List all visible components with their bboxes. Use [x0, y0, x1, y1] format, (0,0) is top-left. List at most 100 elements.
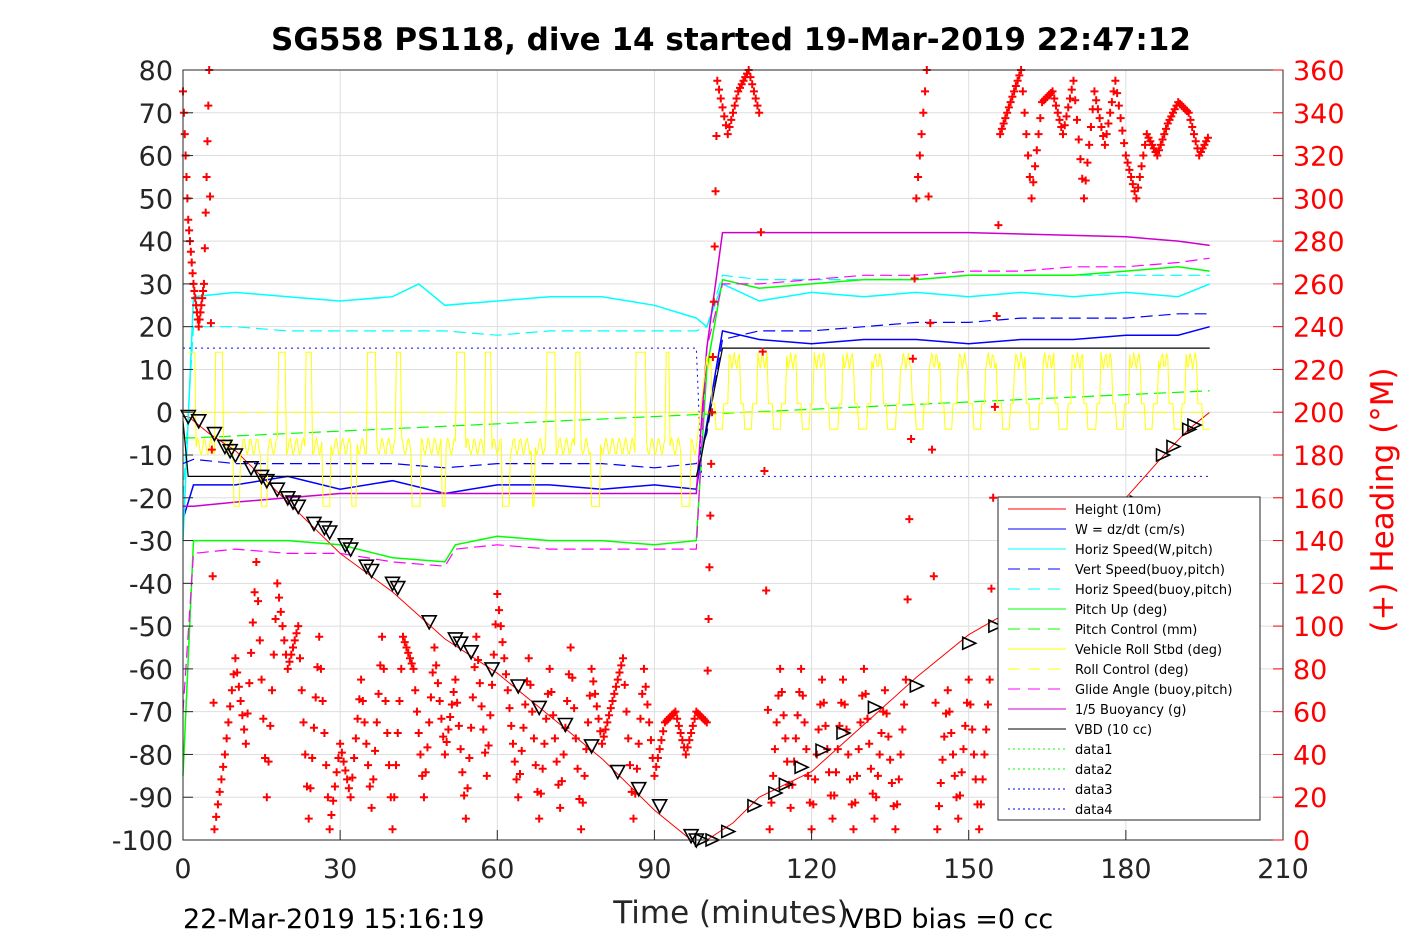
heading-marker: [1001, 114, 1010, 123]
heading-marker: [374, 689, 383, 698]
heading-marker: [264, 757, 273, 766]
heading-marker: [486, 711, 495, 720]
heading-marker: [912, 194, 921, 203]
heading-marker: [360, 718, 369, 727]
heading-marker: [185, 226, 194, 235]
heading-marker: [791, 734, 800, 743]
heading-marker: [220, 750, 229, 759]
heading-marker: [793, 711, 802, 720]
y2-tick-label: 280: [1293, 227, 1345, 258]
heading-marker: [594, 714, 603, 723]
vbd-marker: [258, 473, 276, 490]
series-w: [182, 325, 1210, 520]
vbd-marker: [384, 576, 401, 593]
heading-marker: [180, 130, 189, 139]
heading-marker: [765, 825, 774, 834]
heading-marker: [414, 729, 423, 738]
heading-marker: [240, 725, 249, 734]
y2-tick-label: 40: [1293, 740, 1327, 771]
heading-marker: [329, 796, 338, 805]
heading-marker: [412, 707, 421, 716]
vbd-marker: [609, 764, 627, 781]
heading-marker: [316, 664, 325, 673]
heading-marker: [202, 172, 211, 181]
legend-entry-label: Vert Speed(buoy,pitch): [1075, 563, 1225, 578]
y2-tick-label: 0: [1293, 826, 1310, 857]
heading-marker: [861, 689, 870, 698]
heading-marker: [833, 745, 842, 754]
heading-marker: [1060, 121, 1069, 130]
y2-tick-label: 100: [1293, 612, 1345, 643]
heading-marker: [266, 721, 275, 730]
heading-marker: [385, 761, 394, 770]
heading-marker: [713, 76, 722, 85]
heading-marker: [1085, 140, 1094, 149]
heading-marker: [683, 743, 692, 752]
heading-marker: [231, 654, 240, 663]
heading-marker: [959, 745, 968, 754]
x-tick-label: 180: [1100, 854, 1152, 885]
legend-box: [997, 496, 1261, 821]
heading-marker: [1086, 123, 1095, 132]
y-tick-label: 20: [139, 313, 173, 344]
heading-marker: [935, 802, 944, 811]
heading-marker: [295, 654, 304, 663]
heading-marker: [477, 702, 486, 711]
heading-marker: [440, 750, 449, 759]
series-pitch-control: [183, 390, 1210, 439]
heading-marker: [786, 803, 795, 812]
heading-marker: [873, 771, 882, 780]
heading-marker: [598, 739, 607, 748]
heading-marker: [755, 108, 764, 117]
vbd-marker: [357, 559, 375, 575]
heading-marker: [1050, 94, 1059, 103]
heading-marker: [929, 572, 938, 581]
heading-marker: [393, 729, 402, 738]
heading-marker: [254, 597, 263, 606]
vbd-marker: [909, 678, 926, 694]
y2-tick-label: 320: [1293, 142, 1345, 173]
heading-marker: [1189, 130, 1198, 139]
heading-marker: [1114, 101, 1123, 110]
heading-marker: [926, 319, 935, 328]
heading-marker: [1121, 151, 1130, 160]
heading-marker: [482, 771, 491, 780]
heading-marker: [1128, 180, 1137, 189]
y2-tick-label: 240: [1293, 313, 1345, 344]
heading-marker: [515, 770, 524, 779]
heading-marker: [1029, 178, 1038, 187]
heading-marker: [1027, 194, 1036, 203]
heading-marker: [188, 269, 197, 278]
vbd-marker: [867, 700, 884, 715]
heading-marker: [760, 467, 769, 476]
heading-marker: [746, 73, 755, 82]
y2-tick-label: 260: [1293, 270, 1345, 301]
heading-marker: [529, 734, 538, 743]
heading-marker: [1031, 162, 1040, 171]
heading-marker: [632, 764, 641, 773]
y-tick-label: 50: [139, 184, 173, 215]
heading-marker: [1011, 82, 1020, 91]
heading-marker: [1186, 115, 1195, 124]
heading-marker: [1053, 108, 1062, 117]
y2-tick-label: 340: [1293, 99, 1345, 130]
heading-marker: [526, 680, 535, 689]
heading-marker: [311, 693, 320, 702]
heading-marker: [566, 643, 575, 652]
vbd-marker: [342, 542, 359, 558]
heading-marker: [844, 750, 853, 759]
heading-marker: [276, 607, 285, 616]
x-tick-label: 0: [174, 854, 191, 885]
heading-marker: [945, 707, 954, 716]
heading-marker: [227, 686, 236, 695]
y2-tick-label: 360: [1293, 56, 1345, 87]
heading-marker: [1191, 137, 1200, 146]
heading-marker: [1116, 114, 1125, 123]
heading-marker: [1013, 76, 1022, 85]
heading-marker: [430, 643, 439, 652]
heading-marker: [474, 655, 483, 664]
heading-marker: [585, 691, 594, 700]
legend-entry-label: VBD (10 cc): [1075, 723, 1152, 738]
heading-marker: [405, 654, 414, 663]
heading-marker: [950, 771, 959, 780]
